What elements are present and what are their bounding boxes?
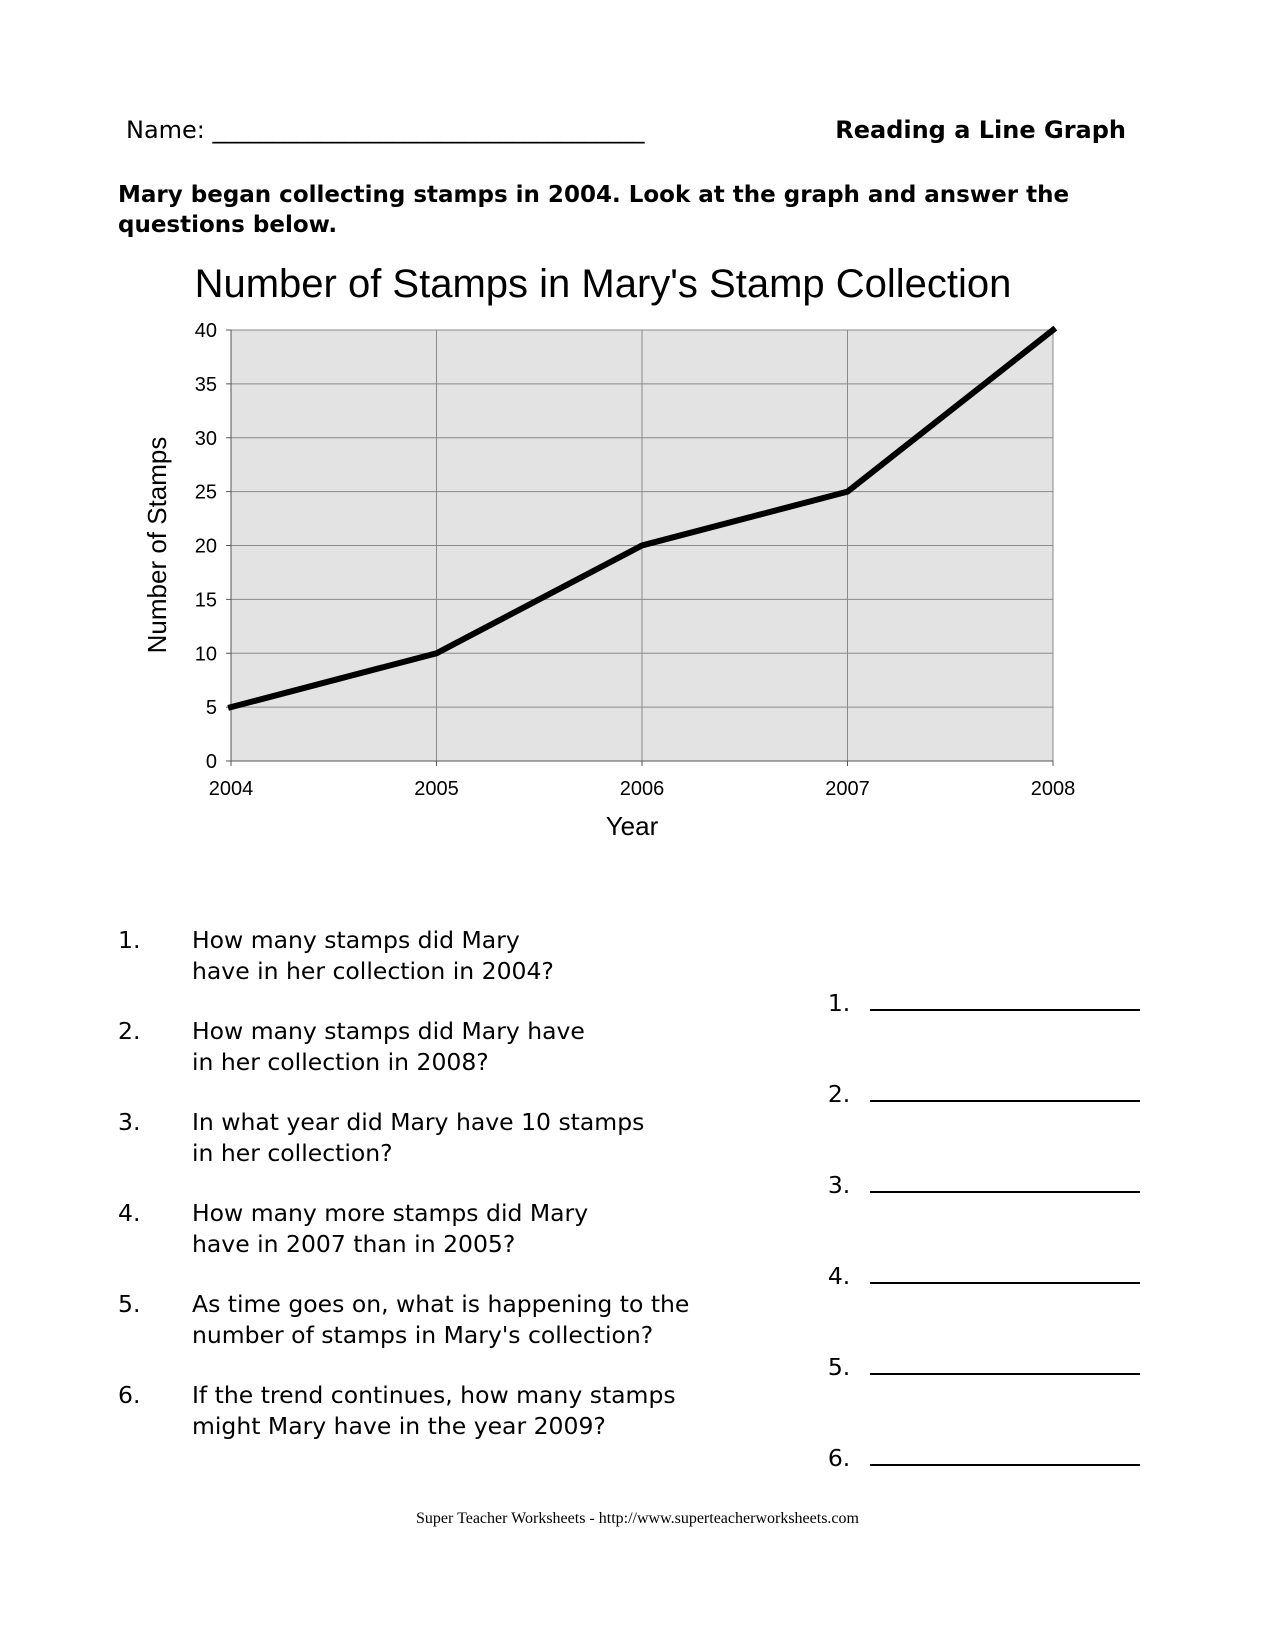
question-line: have in her collection in 2004?	[192, 957, 554, 985]
answer-label: 6.	[827, 1444, 851, 1472]
question-line: might Mary have in the year 2009?	[192, 1412, 606, 1440]
question-item: 5. As time goes on, what is happening to…	[118, 1289, 1140, 1381]
question-number: 4.	[118, 1199, 141, 1227]
data-point	[641, 545, 643, 546]
answer-line[interactable]	[869, 1442, 1140, 1466]
series-lines	[227, 325, 1058, 711]
question-item: 2. How many stamps did Mary have in her …	[118, 1016, 1140, 1108]
answer-blank[interactable]: 5.	[783, 1320, 1140, 1414]
question-line: number of stamps in Mary's collection?	[192, 1321, 654, 1349]
answer-line[interactable]	[869, 1169, 1140, 1193]
answer-label: 5.	[827, 1353, 851, 1381]
y-tick-label: 35	[195, 374, 217, 396]
question-item: 1. How many stamps did Mary have in her …	[118, 925, 1140, 1017]
question-list: 1. How many stamps did Mary have in her …	[118, 925, 1140, 1472]
x-tick-label: 2006	[620, 778, 665, 800]
data-point	[1052, 329, 1054, 331]
axes	[226, 329, 1054, 766]
answer-blank[interactable]: 2.	[783, 1047, 1140, 1141]
chart-svg: Number of Stamps in Mary's Stamp Collect…	[142, 265, 1076, 841]
y-tick-label: 15	[195, 589, 217, 611]
answer-label: 1.	[827, 989, 851, 1017]
chart-title: Number of Stamps in Mary's Stamp Collect…	[195, 265, 1012, 306]
x-tick-label: 2005	[414, 778, 459, 800]
question-number: 2.	[118, 1017, 141, 1045]
line-chart: Number of Stamps in Mary's Stamp Collect…	[130, 265, 1150, 895]
data-point	[847, 491, 848, 493]
question-number: 3.	[118, 1108, 141, 1136]
question-number: 1.	[118, 926, 141, 954]
question-text: If the trend continues, how many stamps …	[192, 1380, 752, 1442]
question-line: In what year did Mary have 10 stamps	[192, 1108, 645, 1136]
question-line: How many stamps did Mary have	[192, 1017, 585, 1045]
y-tick-label: 20	[195, 536, 217, 558]
x-axis-label: Year	[606, 811, 659, 841]
worksheet-title: Reading a Line Graph	[835, 116, 1126, 144]
answer-blank[interactable]: 3.	[783, 1138, 1140, 1232]
question-number: 5.	[118, 1290, 141, 1318]
question-line: If the trend continues, how many stamps	[192, 1381, 676, 1409]
question-item: 4. How many more stamps did Mary have in…	[118, 1198, 1140, 1290]
question-text: How many more stamps did Mary have in 20…	[192, 1198, 752, 1260]
y-tick-labels: 0 5 10 15 20 25 30 35 40	[195, 320, 217, 773]
question-line: How many stamps did Mary	[192, 926, 520, 954]
y-axis-label: Number of Stamps	[142, 437, 172, 654]
worksheet-header: Name: __________________________________…	[126, 116, 1126, 150]
answer-blank[interactable]: 6.	[783, 1411, 1140, 1505]
y-tick-label: 10	[195, 643, 217, 665]
y-tick-label: 30	[195, 428, 217, 450]
answer-line[interactable]	[869, 987, 1140, 1011]
answer-blank[interactable]: 4.	[783, 1229, 1140, 1323]
instructions: Mary began collecting stamps in 2004. Lo…	[118, 182, 1070, 238]
question-item: 6. If the trend continues, how many stam…	[118, 1380, 1140, 1472]
answer-label: 4.	[827, 1262, 851, 1290]
y-tick-label: 5	[206, 697, 217, 719]
x-tick-label: 2008	[1031, 778, 1076, 800]
y-tick-label: 40	[195, 320, 217, 342]
y-tick-label: 25	[195, 482, 217, 504]
x-tick-label: 2004	[209, 778, 254, 800]
answer-label: 2.	[827, 1080, 851, 1108]
question-text: As time goes on, what is happening to th…	[192, 1289, 752, 1351]
answer-line[interactable]	[869, 1260, 1140, 1284]
answer-line[interactable]	[869, 1078, 1140, 1102]
question-line: in her collection?	[192, 1139, 393, 1167]
x-tick-label: 2007	[825, 778, 870, 800]
question-text: In what year did Mary have 10 stamps in …	[192, 1107, 752, 1169]
question-line: How many more stamps did Mary	[192, 1199, 589, 1227]
data-point	[230, 706, 232, 708]
question-text: How many stamps did Mary have in her col…	[192, 1016, 752, 1078]
question-line: have in 2007 than in 2005?	[192, 1230, 516, 1258]
name-label: Name: __________________________________…	[126, 116, 645, 144]
question-line: As time goes on, what is happening to th…	[192, 1290, 690, 1318]
x-tick-labels: 2004 2005 2006 2007 2008	[209, 778, 1076, 800]
answer-blank[interactable]: 1.	[783, 956, 1140, 1050]
question-number: 6.	[118, 1381, 141, 1409]
question-text: How many stamps did Mary have in her col…	[192, 925, 752, 987]
answer-line[interactable]	[869, 1351, 1140, 1375]
question-line: in her collection in 2008?	[192, 1048, 489, 1076]
data-point	[436, 652, 437, 654]
y-tick-label: 0	[206, 751, 217, 773]
question-item: 3. In what year did Mary have 10 stamps …	[118, 1107, 1140, 1199]
footer-credit: Super Teacher Worksheets - http://www.su…	[416, 1510, 859, 1527]
answer-label: 3.	[827, 1171, 851, 1199]
